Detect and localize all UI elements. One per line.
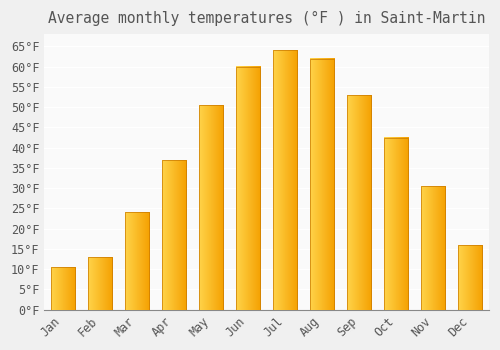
Bar	[162, 160, 186, 310]
Title: Average monthly temperatures (°F ) in Saint-Martin: Average monthly temperatures (°F ) in Sa…	[48, 11, 486, 26]
Bar	[88, 257, 112, 310]
Bar	[422, 186, 446, 310]
Bar	[273, 50, 297, 310]
Bar	[458, 245, 482, 310]
Bar	[347, 95, 372, 310]
Bar	[384, 138, 408, 310]
Bar	[199, 105, 223, 310]
Bar	[236, 66, 260, 310]
Bar	[310, 58, 334, 310]
Bar	[125, 212, 149, 310]
Bar	[51, 267, 75, 310]
